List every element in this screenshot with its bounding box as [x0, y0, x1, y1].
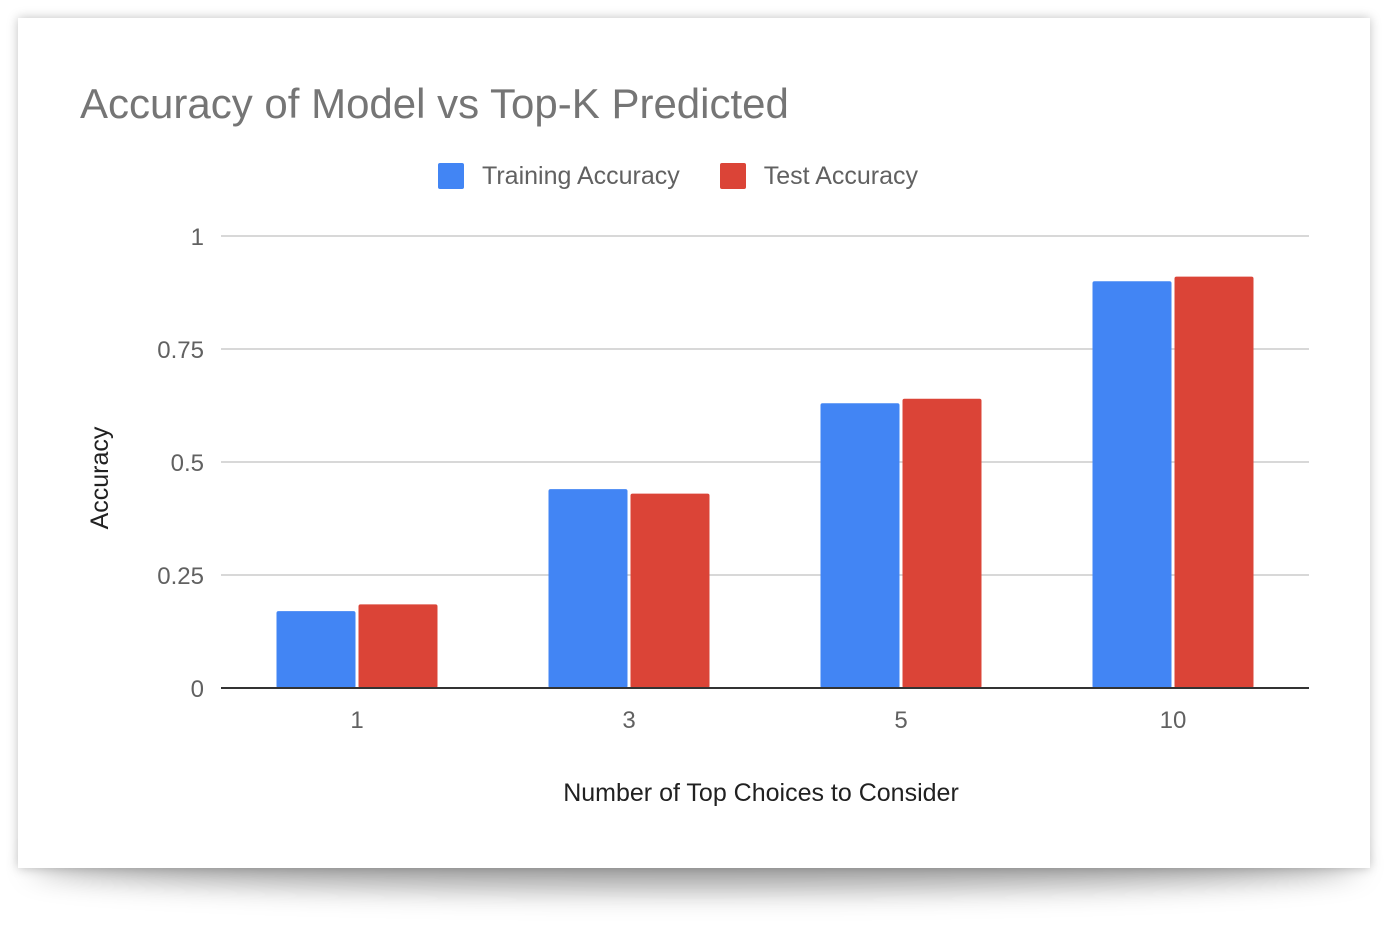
legend-item-test[interactable]: Test Accuracy [719, 161, 919, 191]
bar-test-10[interactable] [1174, 276, 1254, 688]
chart-title: Accuracy of Model vs Top-K Predicted [80, 80, 789, 127]
x-tick-label: 3 [622, 707, 635, 734]
axes: 0 0.25 0.5 0.75 1 1 3 5 10 [157, 224, 1309, 734]
legend-swatch-training [438, 163, 464, 189]
bar-test-1[interactable] [358, 604, 438, 688]
bar-training-3[interactable] [548, 489, 628, 688]
y-tick-label: 1 [191, 224, 204, 251]
bar-training-1[interactable] [276, 611, 356, 688]
y-tick-label: 0 [191, 676, 204, 703]
y-tick-label: 0.75 [157, 337, 204, 364]
legend-item-training[interactable]: Training Accuracy [438, 162, 680, 191]
bar-test-5[interactable] [902, 398, 982, 688]
x-axis-title: Number of Top Choices to Consider [563, 779, 959, 807]
legend-swatch-test [719, 163, 746, 189]
chart-card: Accuracy of Model vs Top-K Predicted Tra… [18, 18, 1370, 868]
y-tick-label: 0.25 [157, 563, 204, 590]
legend-label-training: Training Accuracy [482, 161, 680, 190]
legend-label-test: Test Accuracy [763, 161, 919, 190]
x-tick-label: 5 [894, 707, 907, 734]
legend: Training Accuracy Test Accuracy [438, 160, 958, 192]
x-tick-label: 1 [350, 707, 363, 734]
chart-plot: 0 0.25 0.5 0.75 1 1 3 5 10 Number of Top Choices… [86, 224, 1309, 807]
y-tick-label: 0.5 [171, 450, 204, 477]
y-axis-title: Accuracy [86, 426, 114, 529]
x-tick-label: 10 [1160, 707, 1187, 734]
bar-test-3[interactable] [630, 493, 710, 688]
bar-training-5[interactable] [820, 403, 900, 688]
bar-training-10[interactable] [1092, 281, 1172, 688]
bars [276, 276, 1254, 688]
